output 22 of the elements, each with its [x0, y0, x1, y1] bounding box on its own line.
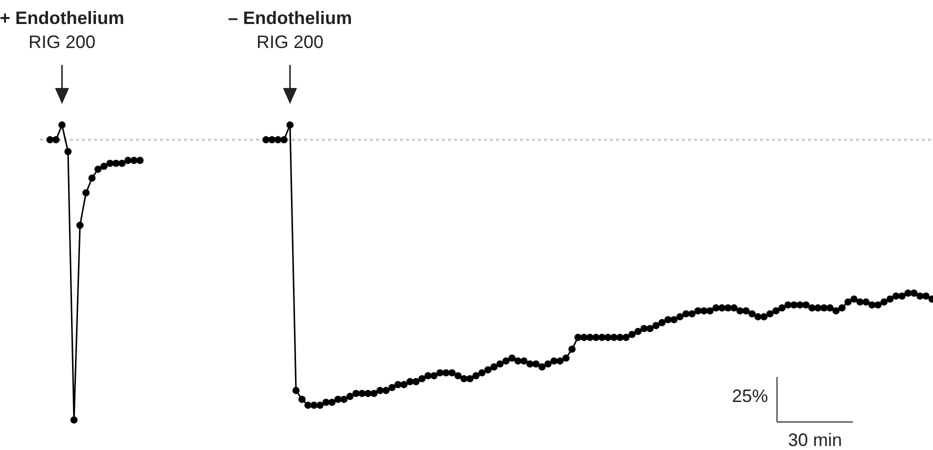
point	[52, 136, 60, 144]
point	[136, 156, 144, 164]
point	[118, 160, 126, 167]
point	[100, 162, 108, 170]
point	[58, 121, 66, 129]
point	[46, 136, 54, 144]
text: 30 min	[788, 430, 842, 450]
point	[106, 160, 114, 167]
point	[94, 166, 102, 173]
point	[76, 222, 84, 229]
point	[64, 148, 72, 156]
point	[124, 156, 132, 164]
annotation: 25%	[732, 386, 768, 406]
point	[88, 174, 96, 182]
text: RIG 200	[256, 32, 324, 52]
point	[82, 189, 90, 196]
point	[130, 156, 138, 164]
text: – Endothelium	[228, 8, 352, 28]
text: + Endothelium	[0, 8, 124, 28]
text: RIG 200	[28, 32, 96, 52]
point	[112, 160, 120, 167]
point	[70, 416, 78, 424]
